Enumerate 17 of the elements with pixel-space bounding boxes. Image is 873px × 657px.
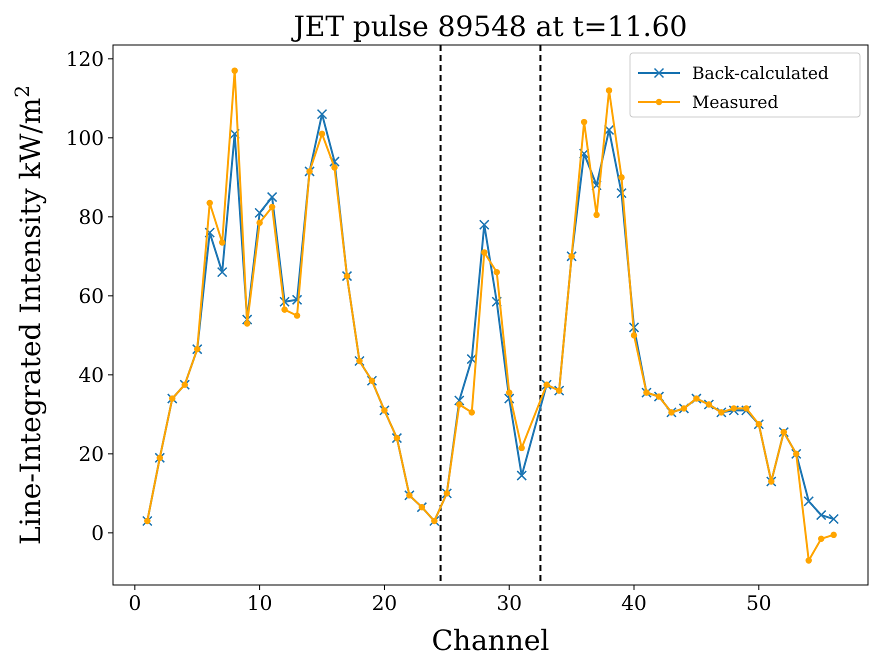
y-tick-label: 40 (78, 362, 104, 387)
x-tick-label: 50 (746, 591, 772, 615)
x-tick-label: 40 (621, 591, 647, 615)
x-tick-label: 20 (372, 591, 398, 615)
x-tick-label: 0 (128, 591, 142, 615)
legend-label: Measured (692, 93, 778, 113)
y-tick-label: 100 (66, 126, 104, 150)
y-tick-label: 120 (66, 46, 104, 71)
legend-label: Back-calculated (692, 64, 829, 84)
y-tick-label: 60 (78, 284, 104, 308)
x-axis-title: Channel (432, 624, 550, 657)
y-tick-label: 20 (78, 442, 104, 466)
x-tick-label: 10 (246, 591, 272, 615)
chart-title: JET pulse 89548 at t=11.60 (290, 10, 688, 43)
y-tick-label: 80 (78, 204, 104, 229)
x-tick-label: 30 (496, 591, 522, 615)
y-tick-label: 0 (91, 520, 104, 545)
